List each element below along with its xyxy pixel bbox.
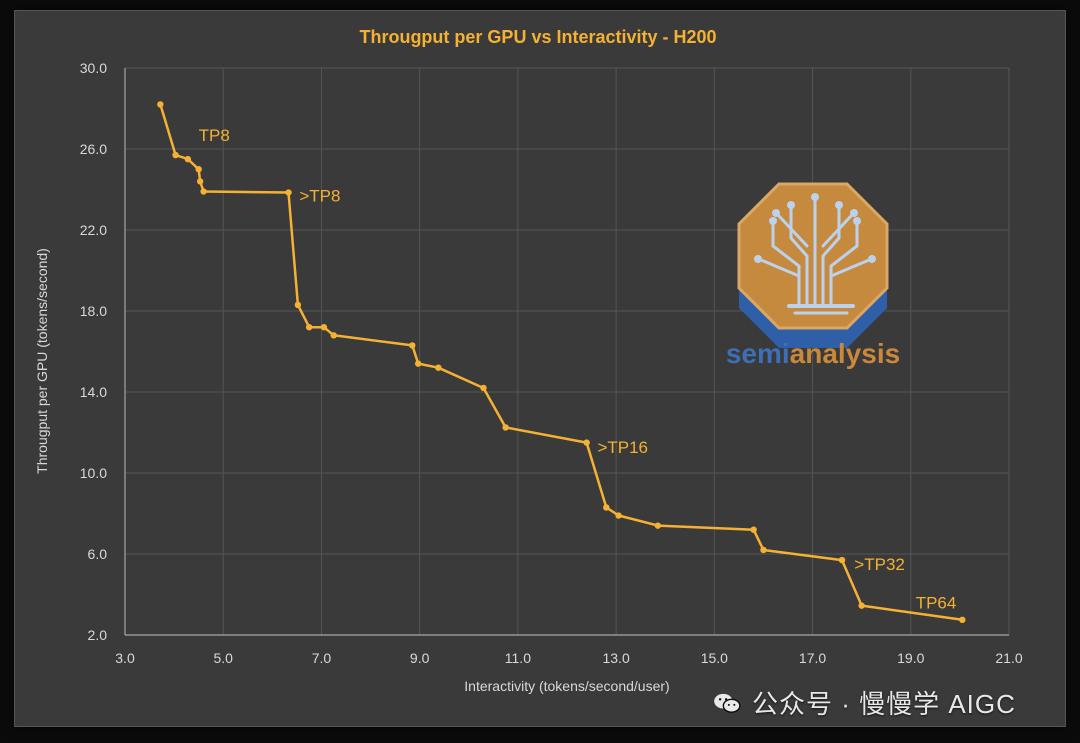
data-point [615, 512, 622, 519]
line-chart: Througput per GPU vs Interactivity - H20… [34, 27, 1023, 694]
data-point [305, 324, 313, 331]
x-tick-label: 13.0 [602, 650, 629, 666]
series-group [157, 101, 966, 624]
annotation-label: TP64 [916, 594, 957, 613]
x-axis-label: Interactivity (tokens/second/user) [464, 678, 669, 694]
wechat-icon [714, 693, 741, 713]
y-tick-label: 26.0 [80, 141, 107, 157]
y-tick-label: 6.0 [88, 546, 108, 562]
data-point [838, 556, 846, 564]
wechat-watermark: 公众号 · 慢慢学 AIGC [712, 684, 1016, 721]
semianalysis-logo: semianalysis [726, 182, 900, 369]
data-point [172, 151, 179, 159]
y-tick-labels: 2.0 6.0 10.0 14.0 18.0 22.0 26.0 30.0 [80, 60, 107, 643]
x-tick-label: 17.0 [799, 650, 826, 666]
logo-wordmark: semianalysis [726, 338, 900, 369]
axes [124, 68, 1009, 636]
data-point [320, 324, 328, 331]
data-point [409, 342, 416, 349]
x-tick-label: 5.0 [213, 650, 233, 666]
logo-text-analysis: analysis [790, 338, 901, 369]
y-tick-label: 2.0 [88, 627, 108, 643]
data-point [200, 188, 207, 195]
annotation-label: >TP32 [854, 555, 905, 574]
data-point [157, 101, 164, 108]
y-tick-label: 30.0 [80, 60, 107, 76]
annotation-label: TP8 [199, 126, 230, 145]
x-tick-label: 7.0 [312, 650, 332, 666]
y-tick-label: 10.0 [80, 465, 107, 481]
data-point [184, 155, 192, 163]
y-tick-label: 22.0 [80, 222, 107, 238]
data-point [858, 602, 865, 609]
data-point [502, 424, 509, 431]
chart-frame: Througput per GPU vs Interactivity - H20… [14, 10, 1066, 727]
data-point [480, 384, 487, 392]
data-point [330, 332, 337, 339]
circuit-tree-icon [759, 198, 871, 315]
x-tick-labels: 3.0 5.0 7.0 9.0 11.0 13.0 15.0 17.0 19.0 21.0 [115, 650, 1023, 666]
annotations: TP8 >TP8 >TP16 >TP32 TP64 [199, 126, 957, 613]
data-point [195, 166, 202, 173]
circuit-nodes [754, 193, 876, 263]
annotation-label: >TP8 [299, 187, 340, 206]
x-tick-label: 21.0 [995, 650, 1022, 666]
logo-text-semi: semi [726, 338, 790, 369]
data-point [196, 178, 204, 185]
data-point [654, 522, 662, 529]
x-tick-label: 15.0 [701, 650, 728, 666]
data-point [603, 504, 610, 511]
x-tick-label: 3.0 [115, 650, 135, 666]
annotation-label: >TP16 [597, 438, 648, 457]
data-point [285, 189, 292, 196]
chart-title: Througput per GPU vs Interactivity - H20… [359, 27, 716, 47]
data-point [760, 546, 767, 554]
data-point [959, 616, 966, 624]
data-point [435, 364, 442, 371]
data-point [583, 439, 590, 446]
y-axis-label: Througput per GPU (tokens/second) [34, 248, 50, 474]
x-tick-label: 9.0 [410, 650, 430, 666]
x-tick-label: 11.0 [505, 650, 531, 666]
watermark-text: 公众号 · 慢慢学 AIGC [752, 689, 1016, 719]
data-point [750, 526, 757, 533]
y-tick-label: 14.0 [80, 384, 107, 400]
y-tick-label: 18.0 [80, 303, 107, 319]
data-point [414, 360, 422, 367]
x-tick-label: 19.0 [897, 650, 924, 666]
data-point [294, 301, 302, 309]
